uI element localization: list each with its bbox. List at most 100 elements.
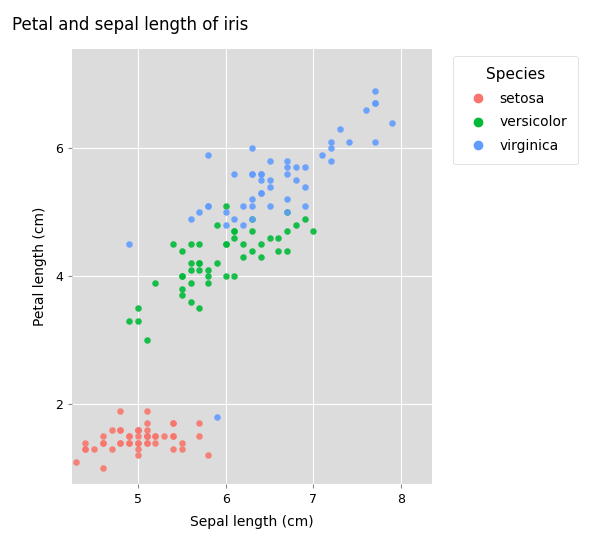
Point [274, 246, 283, 255]
Point [186, 278, 196, 287]
Point [230, 169, 239, 178]
Point [335, 125, 344, 133]
Point [186, 298, 196, 306]
Point [344, 138, 353, 146]
Point [133, 438, 143, 447]
Point [194, 265, 204, 274]
Point [300, 214, 310, 223]
Point [151, 432, 160, 441]
Point [177, 291, 187, 300]
Point [133, 432, 143, 441]
Point [283, 157, 292, 165]
Point [326, 157, 336, 165]
Point [238, 201, 248, 210]
Point [291, 163, 301, 172]
Point [370, 99, 380, 108]
Point [194, 240, 204, 249]
Point [326, 138, 336, 146]
Point [124, 240, 134, 249]
Point [247, 169, 257, 178]
Point [247, 214, 257, 223]
Point [142, 419, 151, 428]
Point [194, 259, 204, 268]
Point [230, 272, 239, 281]
Point [168, 240, 178, 249]
Point [256, 240, 266, 249]
Point [177, 272, 187, 281]
Point [247, 169, 257, 178]
Point [317, 150, 327, 159]
Point [177, 444, 187, 453]
Point [133, 317, 143, 325]
X-axis label: Sepal length (cm): Sepal length (cm) [190, 515, 314, 529]
Point [300, 201, 310, 210]
Point [168, 444, 178, 453]
Point [230, 214, 239, 223]
Point [124, 317, 134, 325]
Point [133, 444, 143, 453]
Point [133, 438, 143, 447]
Point [194, 432, 204, 441]
Point [256, 169, 266, 178]
Point [283, 208, 292, 217]
Point [247, 214, 257, 223]
Point [133, 304, 143, 312]
Point [265, 233, 274, 242]
Point [142, 432, 151, 441]
Point [124, 438, 134, 447]
Point [80, 444, 90, 453]
Point [142, 336, 151, 344]
Point [291, 221, 301, 230]
Point [230, 227, 239, 236]
Point [370, 138, 380, 146]
Point [142, 425, 151, 434]
Point [326, 144, 336, 152]
Point [115, 438, 125, 447]
Point [274, 233, 283, 242]
Point [133, 451, 143, 460]
Point [221, 201, 230, 210]
Point [238, 221, 248, 230]
Point [142, 432, 151, 441]
Point [247, 144, 257, 152]
Point [265, 157, 274, 165]
Point [80, 444, 90, 453]
Point [89, 444, 99, 453]
Point [151, 432, 160, 441]
Point [265, 201, 274, 210]
Point [256, 189, 266, 197]
Point [194, 419, 204, 428]
Point [151, 278, 160, 287]
Point [203, 278, 213, 287]
Point [177, 438, 187, 447]
Point [124, 438, 134, 447]
Point [124, 432, 134, 441]
Point [247, 227, 257, 236]
Point [256, 169, 266, 178]
Point [151, 438, 160, 447]
Point [256, 189, 266, 197]
Point [168, 432, 178, 441]
Point [177, 246, 187, 255]
Point [142, 438, 151, 447]
Point [221, 208, 230, 217]
Point [71, 458, 81, 466]
Point [203, 265, 213, 274]
Point [370, 99, 380, 108]
Point [308, 227, 318, 236]
Point [238, 240, 248, 249]
Point [283, 227, 292, 236]
Point [370, 86, 380, 95]
Point [283, 163, 292, 172]
Point [107, 425, 116, 434]
Point [247, 201, 257, 210]
Point [98, 438, 107, 447]
Point [300, 182, 310, 191]
Point [194, 304, 204, 312]
Point [186, 265, 196, 274]
Point [230, 227, 239, 236]
Point [388, 118, 397, 127]
Point [203, 201, 213, 210]
Point [203, 150, 213, 159]
Point [212, 221, 221, 230]
